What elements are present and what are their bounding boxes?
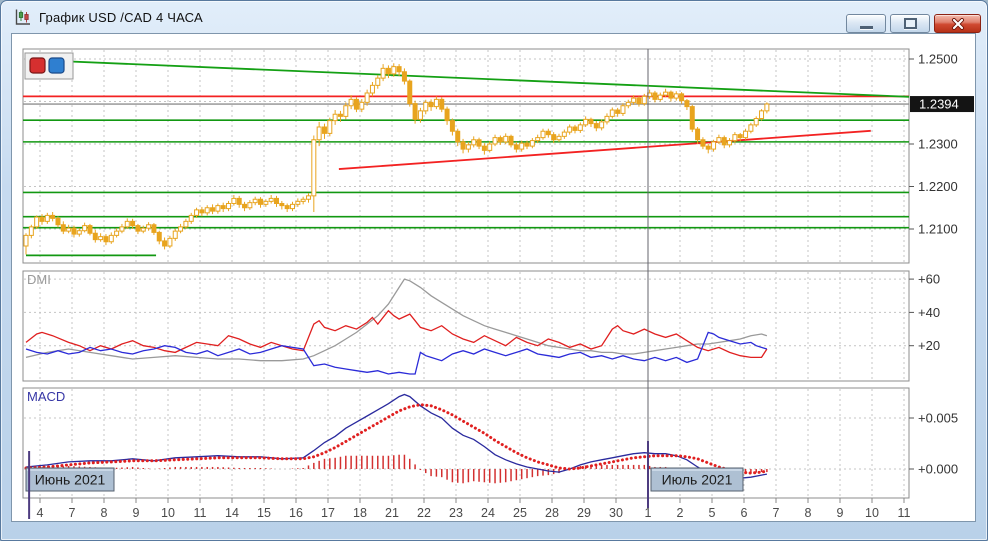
month-label-june[interactable]: Июнь 2021 xyxy=(25,467,115,492)
macd-signal-dots xyxy=(24,403,769,475)
svg-text:1.2394: 1.2394 xyxy=(919,97,959,112)
svg-text:1: 1 xyxy=(645,506,652,520)
minimize-button[interactable] xyxy=(846,14,886,33)
svg-text:21: 21 xyxy=(385,506,399,520)
svg-text:25: 25 xyxy=(513,506,527,520)
restore-icon xyxy=(903,18,917,29)
svg-text:15: 15 xyxy=(257,506,271,520)
svg-text:DMI: DMI xyxy=(27,272,51,287)
blue-swatch-button[interactable] xyxy=(48,57,65,74)
macd-panel-frame xyxy=(22,387,910,499)
bottom-axis: 4 7 8 9 10 11 14 15 16 17 18 21 22 23 24 25 28 29 30 1 2 5 6 7 8… xyxy=(37,498,911,520)
panel-labels: DMI MACD xyxy=(27,272,65,404)
svg-text:4: 4 xyxy=(37,506,44,520)
svg-text:8: 8 xyxy=(101,506,108,520)
svg-text:14: 14 xyxy=(225,506,239,520)
svg-text:1.2200: 1.2200 xyxy=(918,179,958,194)
svg-text:1.2100: 1.2100 xyxy=(918,222,958,237)
dmi-panel-frame xyxy=(22,270,910,382)
month-label-july[interactable]: Июль 2021 xyxy=(650,467,744,492)
minimize-icon xyxy=(859,25,873,29)
chart-canvas[interactable]: 1.2500 1.2300 1.2200 1.2100 +60 +40 +20 +0.005 +… xyxy=(12,34,975,521)
chart-background xyxy=(12,34,975,521)
svg-text:29: 29 xyxy=(577,506,591,520)
svg-text:22: 22 xyxy=(417,506,431,520)
svg-text:+60: +60 xyxy=(918,272,940,287)
ascending-trendline xyxy=(338,129,871,170)
svg-text:6: 6 xyxy=(741,506,748,520)
dmi-+DI xyxy=(25,309,768,359)
titlebar[interactable]: График USD /CAD 4 ЧАСА xyxy=(1,1,987,33)
svg-text:9: 9 xyxy=(837,506,844,520)
svg-text:10: 10 xyxy=(865,506,879,520)
dmi-series xyxy=(25,278,768,375)
svg-text:1.2300: 1.2300 xyxy=(918,137,958,152)
current-price-tag: 1.2394 xyxy=(910,96,974,113)
svg-text:23: 23 xyxy=(449,506,463,520)
price-overlays xyxy=(23,59,910,257)
right-axis: 1.2500 1.2300 1.2200 1.2100 +60 +40 +20 +0.005 +… xyxy=(909,52,958,477)
svg-text:1.2500: 1.2500 xyxy=(918,52,958,67)
svg-text:+0.005: +0.005 xyxy=(918,411,958,426)
close-icon xyxy=(951,17,964,30)
chart-toolbar xyxy=(24,52,74,80)
svg-text:11: 11 xyxy=(194,506,207,520)
candles xyxy=(23,63,770,255)
svg-text:+40: +40 xyxy=(918,305,940,320)
svg-text:18: 18 xyxy=(353,506,367,520)
svg-text:30: 30 xyxy=(609,506,623,520)
svg-text:+20: +20 xyxy=(918,338,940,353)
chart-app-icon xyxy=(13,8,32,27)
dmi--DI xyxy=(25,331,768,375)
svg-text:MACD: MACD xyxy=(27,389,65,404)
svg-text:24: 24 xyxy=(481,506,495,520)
svg-text:Июль 2021: Июль 2021 xyxy=(662,472,733,488)
red-swatch-button[interactable] xyxy=(29,57,46,74)
window-title: График USD /CAD 4 ЧАСА xyxy=(39,9,203,25)
svg-text:11: 11 xyxy=(898,506,911,520)
svg-text:8: 8 xyxy=(805,506,812,520)
svg-text:28: 28 xyxy=(545,506,559,520)
dmi-ADX xyxy=(25,278,768,362)
restore-button[interactable] xyxy=(890,14,930,33)
close-button[interactable] xyxy=(934,14,981,33)
svg-text:+0.000: +0.000 xyxy=(918,462,958,477)
window-controls xyxy=(846,14,981,33)
svg-text:7: 7 xyxy=(69,506,76,520)
svg-text:7: 7 xyxy=(773,506,780,520)
svg-text:Июнь 2021: Июнь 2021 xyxy=(35,472,106,488)
chart-client-area[interactable]: 1.2500 1.2300 1.2200 1.2100 +60 +40 +20 +0.005 +… xyxy=(11,33,976,522)
svg-text:5: 5 xyxy=(709,506,716,520)
svg-text:17: 17 xyxy=(321,506,335,520)
svg-text:10: 10 xyxy=(161,506,175,520)
svg-text:9: 9 xyxy=(133,506,140,520)
svg-text:16: 16 xyxy=(289,506,303,520)
svg-text:2: 2 xyxy=(677,506,684,520)
descending-trendline xyxy=(40,59,910,98)
month-separators xyxy=(28,49,649,519)
macd-series xyxy=(24,393,769,484)
